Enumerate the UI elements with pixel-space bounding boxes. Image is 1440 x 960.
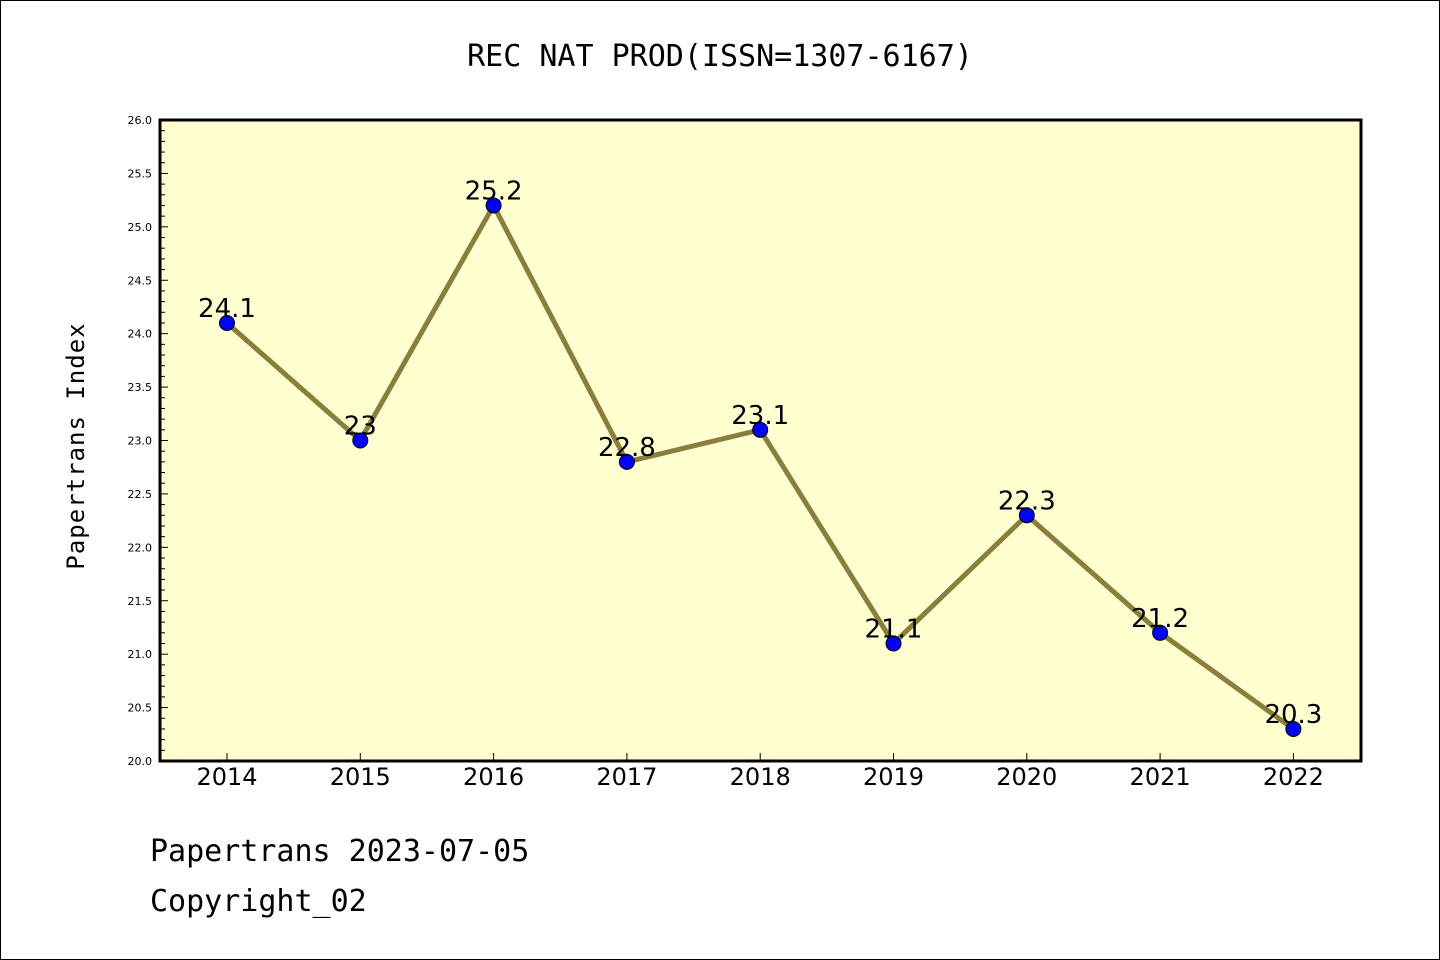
x-tick-label: 2015 [330, 763, 391, 791]
y-tick-label: 25.0 [128, 221, 153, 234]
data-point [618, 453, 635, 470]
data-point [885, 635, 902, 652]
y-tick-label: 24.5 [128, 274, 153, 287]
data-label: 21.1 [865, 614, 923, 644]
y-tick-label: 25.5 [128, 167, 153, 180]
plot-area [158, 118, 1363, 763]
y-tick-label: 20.0 [128, 755, 153, 768]
x-tick-label: 2017 [596, 763, 657, 791]
y-tick-label: 22.5 [128, 488, 153, 501]
data-label: 20.3 [1264, 700, 1322, 730]
data-label: 23.1 [731, 401, 789, 431]
y-tick-label: 21.0 [128, 648, 153, 661]
y-tick-label: 20.5 [128, 702, 153, 715]
chart-title: REC NAT PROD(ISSN=1307-6167) [467, 39, 973, 74]
y-tick-label: 26.0 [128, 114, 153, 127]
x-tick-label: 2016 [463, 763, 524, 791]
x-tick-label: 2018 [730, 763, 791, 791]
marker-group [219, 197, 1302, 737]
data-point [352, 432, 369, 449]
data-label: 21.2 [1131, 604, 1189, 634]
x-axis: 2014 2015 2016 2017 2018 2019 2020 2021 2022 [196, 753, 1324, 791]
data-label: 22.3 [998, 486, 1056, 516]
y-tick-label: 22.0 [128, 541, 153, 554]
x-tick-label: 2020 [996, 763, 1057, 791]
y-tick-label: 24.0 [128, 328, 153, 341]
x-tick-label: 2014 [196, 763, 257, 791]
data-point [1152, 624, 1169, 641]
data-point [1018, 507, 1035, 524]
footer-date: Papertrans 2023-07-05 [150, 834, 530, 869]
data-label-group: 24.1 23 25.2 22.8 23.1 21.1 22.3 21.2 20.3 [198, 176, 1322, 729]
data-label: 25.2 [465, 176, 523, 206]
y-axis-label: Papertrans Index [62, 322, 90, 569]
y-tick-label: 23.5 [128, 381, 153, 394]
footer-copyright: Copyright_02 [150, 884, 367, 919]
data-point [752, 421, 769, 438]
data-label: 22.8 [598, 433, 656, 463]
data-point [219, 314, 235, 331]
data-point [1285, 720, 1302, 737]
data-label: 24.1 [198, 294, 256, 324]
x-tick-label: 2021 [1130, 763, 1191, 791]
data-label: 23 [344, 412, 377, 442]
y-tick-label: 23.0 [128, 435, 153, 448]
x-tick-label: 2019 [863, 763, 924, 791]
x-tick-label: 2022 [1263, 763, 1324, 791]
y-tick-label: 21.5 [128, 595, 153, 608]
y-axis: 20.0 20.5 21.0 21.5 22.0 22.5 23.0 23.5 24.0 24.5… [128, 114, 168, 768]
data-point [485, 197, 502, 214]
